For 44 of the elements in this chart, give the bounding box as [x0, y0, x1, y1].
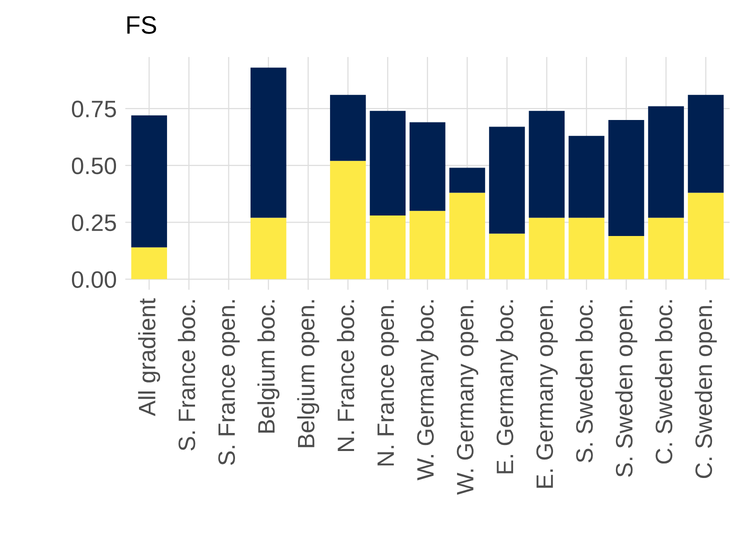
- bar: [370, 215, 406, 280]
- x-tick-label: N. France boc.: [336, 300, 354, 451]
- x-tick-label: Belgium open.: [297, 300, 320, 448]
- x-tick-label: C. Sweden open.: [694, 300, 717, 478]
- x-tick-label: C. Sweden boc.: [655, 300, 672, 464]
- bar: [410, 122, 446, 211]
- bar: [648, 218, 684, 280]
- bar: [608, 236, 644, 280]
- x-tick-label: W. Germany boc.: [416, 300, 438, 480]
- x-tick-label: Belgium boc.: [257, 300, 280, 433]
- bar: [489, 234, 525, 280]
- x-tick-label: S. France boc.: [178, 300, 196, 451]
- bar: [330, 160, 366, 280]
- bar: [370, 110, 406, 216]
- bar: [250, 68, 286, 218]
- bar: [449, 192, 486, 280]
- bar: [528, 110, 565, 218]
- y-tick-label: 0.25: [72, 214, 116, 232]
- x-tick-label: E. Germany open.: [536, 300, 558, 488]
- bar: [410, 210, 446, 280]
- x-tick-label: W. Germany open.: [456, 300, 478, 495]
- bar: [528, 218, 565, 280]
- bar: [489, 126, 525, 234]
- x-tick-label: E. Germany boc.: [496, 300, 518, 474]
- bar: [131, 247, 168, 280]
- bar: [568, 218, 604, 280]
- x-tick-label: S. Sweden boc.: [575, 300, 593, 462]
- y-tick-label: 0.75: [72, 100, 116, 118]
- bar: [330, 94, 366, 161]
- x-tick-label: S. France open.: [218, 300, 240, 465]
- bar: [608, 120, 644, 236]
- x-tick-label: All gradient: [138, 298, 160, 416]
- x-tick-label: S. Sweden open.: [615, 300, 638, 477]
- bar: [250, 218, 286, 280]
- bar: [131, 115, 168, 248]
- bar: [688, 94, 724, 193]
- x-tick-label: N. France open.: [378, 300, 399, 466]
- chart-title: FS: [127, 16, 156, 34]
- y-tick-label: 0.00: [72, 271, 116, 288]
- bar: [449, 168, 486, 193]
- bar: [568, 136, 604, 218]
- bar: [688, 192, 724, 280]
- y-tick-label: 0.50: [72, 158, 116, 174]
- bar: [648, 106, 684, 218]
